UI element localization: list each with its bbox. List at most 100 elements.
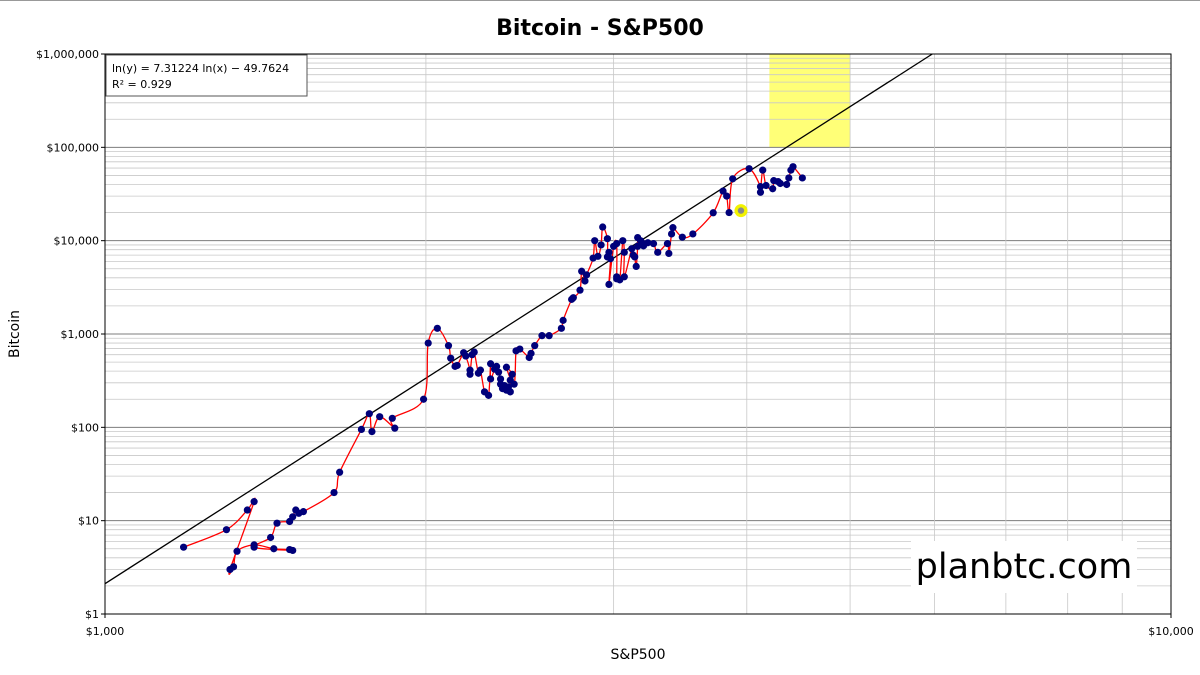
data-point — [644, 239, 652, 247]
x-axis-label: S&P500 — [611, 647, 666, 663]
data-point — [667, 230, 676, 238]
data-point — [179, 543, 188, 551]
data-point — [508, 370, 516, 378]
equation-box — [105, 54, 308, 97]
data-point — [756, 188, 765, 196]
data-point — [619, 237, 627, 245]
data-point — [466, 370, 474, 378]
data-point — [678, 233, 686, 241]
x-tick-label: $1,000 — [86, 625, 125, 638]
data-point — [424, 339, 432, 347]
data-point — [502, 363, 511, 371]
data-point — [388, 414, 396, 422]
data-point — [631, 253, 639, 261]
data-point — [289, 546, 297, 555]
data-point — [769, 185, 777, 193]
data-point — [729, 175, 737, 183]
data-point — [299, 508, 307, 516]
data-point — [576, 286, 584, 294]
data-point — [496, 375, 505, 383]
data-point — [663, 240, 672, 248]
data-point — [266, 533, 275, 542]
y-tick-label: $1 — [85, 608, 99, 621]
data-point — [391, 424, 399, 432]
data-point — [583, 271, 591, 279]
data-point — [709, 209, 717, 217]
data-point — [632, 262, 640, 271]
data-point — [665, 249, 673, 258]
data-point — [789, 163, 797, 171]
data-point — [368, 428, 376, 436]
data-point — [620, 248, 628, 256]
data-point — [357, 425, 366, 434]
data-point — [776, 179, 784, 188]
data-point — [605, 248, 613, 256]
data-point — [462, 352, 470, 360]
data-point — [745, 165, 753, 173]
x-tick-label: $10,000 — [1148, 625, 1194, 638]
y-tick-label: $10,000 — [54, 235, 100, 248]
data-point — [603, 235, 611, 243]
data-point — [233, 547, 241, 555]
data-point — [569, 294, 577, 302]
data-point — [531, 342, 539, 350]
data-point — [273, 519, 281, 527]
data-point — [599, 223, 607, 231]
data-point — [444, 342, 453, 350]
data-point — [559, 316, 567, 324]
data-point — [250, 543, 258, 551]
target-zone-rect — [769, 54, 851, 148]
data-point — [719, 187, 727, 195]
data-point — [725, 208, 733, 217]
data-point — [723, 192, 731, 200]
y-tick-label: $10 — [78, 515, 99, 528]
data-point — [330, 488, 338, 497]
data-point — [527, 349, 535, 357]
y-tick-label: $100 — [71, 421, 99, 434]
data-point — [649, 240, 658, 248]
data-point — [336, 468, 344, 476]
data-point — [493, 362, 501, 370]
data-point — [487, 360, 495, 368]
regression-line — [104, 53, 933, 585]
data-point — [510, 380, 518, 388]
data-point — [365, 410, 373, 418]
data-point — [759, 166, 767, 174]
current-point — [737, 207, 745, 214]
data-point — [581, 277, 589, 285]
data-point — [545, 332, 553, 340]
data-point — [606, 255, 615, 263]
data-point — [756, 182, 765, 191]
data-point — [798, 174, 806, 182]
chart-title: Bitcoin - S&P500 — [496, 16, 704, 41]
data-point — [654, 248, 662, 256]
data-point — [494, 368, 503, 376]
data-point — [376, 413, 384, 421]
y-axis-label: Bitcoin — [7, 310, 23, 358]
data-point — [591, 237, 599, 245]
data-point — [270, 545, 278, 553]
data-point — [447, 354, 455, 362]
data-point — [605, 280, 613, 288]
data-point — [222, 526, 231, 534]
data-point — [289, 513, 297, 521]
data-point — [419, 395, 428, 403]
y-tick-label: $100,000 — [47, 141, 100, 154]
data-point — [620, 273, 628, 281]
data-point — [597, 241, 605, 249]
data-point — [557, 324, 565, 332]
data-point — [594, 252, 602, 260]
regression-equation: ln(y) = 7.31224 ln(x) − 49.7624 — [112, 62, 289, 75]
data-point — [578, 267, 586, 275]
data-point — [250, 498, 258, 506]
data-point — [669, 224, 677, 232]
data-point — [762, 181, 770, 190]
data-point — [628, 245, 636, 253]
y-tick-label: $1,000 — [61, 328, 100, 341]
r-squared: R² = 0.929 — [112, 78, 172, 91]
data-point — [476, 366, 485, 374]
data-point — [538, 332, 546, 340]
data-point — [484, 391, 493, 399]
data-point — [470, 348, 478, 356]
